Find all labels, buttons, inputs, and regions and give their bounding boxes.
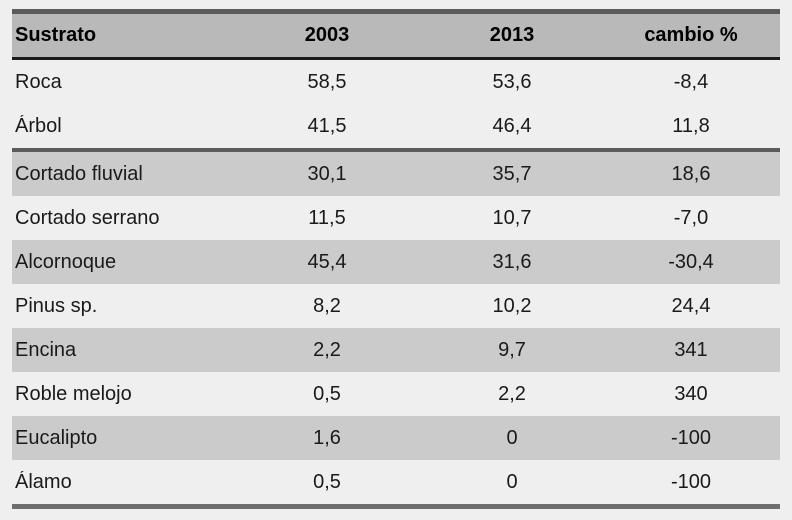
cell-2003: 1,6	[313, 426, 341, 449]
cell-2013: 9,7	[498, 338, 526, 361]
table-row-roca: Roca 58,5 53,6 -8,4	[12, 60, 780, 104]
table-row-cortado-serrano: Cortado serrano 11,5 10,7 -7,0	[12, 196, 780, 240]
cell-2013: 10,7	[492, 206, 532, 229]
table-row-arbol: Árbol 41,5 46,4 11,8	[12, 104, 780, 148]
cell-2003: 0,5	[313, 470, 341, 493]
cell-cambio: -30,4	[668, 250, 714, 273]
cell-2003: 2,2	[313, 338, 341, 361]
cell-2003: 11,5	[308, 206, 346, 229]
cell-2013: 0	[506, 470, 518, 493]
cell-2013: 46,4	[492, 114, 532, 137]
cell-2003: 30,1	[307, 162, 347, 185]
cell-substrate: Álamo	[15, 470, 72, 493]
cell-2003: 41,5	[307, 114, 347, 137]
cell-2003: 45,4	[307, 250, 347, 273]
cell-cambio: 341	[674, 338, 708, 361]
cell-2013: 2,2	[498, 382, 526, 405]
cell-2003: 58,5	[307, 70, 347, 93]
table-row-eucalipto: Eucalipto 1,6 0 -100	[12, 416, 780, 460]
cell-cambio: 11,8	[672, 114, 710, 137]
header-cell-2003: 2003	[304, 24, 350, 46]
cell-2013: 10,2	[492, 294, 532, 317]
table-row-alcornoque: Alcornoque 45,4 31,6 -30,4	[12, 240, 780, 284]
cell-substrate: Árbol	[15, 114, 62, 137]
cell-2003: 0,5	[313, 382, 341, 405]
cell-cambio: 18,6	[671, 162, 711, 185]
cell-2013: 35,7	[492, 162, 532, 185]
cell-cambio: 24,4	[671, 294, 711, 317]
cell-2013: 31,6	[492, 250, 532, 273]
table-row-cortado-fluvial: Cortado fluvial 30,1 35,7 18,6	[12, 152, 780, 196]
table-bottom-rule	[12, 504, 780, 509]
header-cell-2013: 2013	[489, 24, 535, 46]
table-header-row: Sustrato 2003 2013 cambio %	[12, 14, 780, 57]
table-top-rule	[12, 9, 780, 14]
header-bottom-rule	[12, 57, 780, 60]
substrate-change-table: Sustrato 2003 2013 cambio % Roca 58,5 53…	[12, 9, 780, 509]
cell-2013: 53,6	[492, 70, 532, 93]
table-row-encina: Encina 2,2 9,7 341	[12, 328, 780, 372]
cell-2003: 8,2	[313, 294, 341, 317]
cell-substrate: Alcornoque	[15, 250, 117, 273]
cell-substrate: Roca	[15, 70, 62, 93]
cell-cambio: 340	[674, 382, 708, 405]
cell-substrate: Encina	[15, 338, 77, 361]
section-divider-rule	[12, 148, 780, 152]
cell-substrate: Pinus sp.	[15, 294, 98, 317]
cell-substrate: Roble melojo	[15, 382, 132, 405]
cell-cambio: -7,0	[673, 206, 709, 229]
table-row-pinus-sp: Pinus sp. 8,2 10,2 24,4	[12, 284, 780, 328]
cell-substrate: Cortado fluvial	[15, 162, 143, 185]
header-cell-cambio: cambio %	[644, 24, 738, 46]
table-row-alamo: Álamo 0,5 0 -100	[12, 460, 780, 504]
cell-2013: 0	[506, 426, 518, 449]
cell-cambio: -8,4	[673, 70, 709, 93]
cell-cambio: -100	[670, 470, 712, 493]
cell-substrate: Cortado serrano	[15, 206, 160, 229]
table-row-roble-melojo: Roble melojo 0,5 2,2 340	[12, 372, 780, 416]
header-cell-sustrato: Sustrato	[15, 24, 97, 46]
cell-substrate: Eucalipto	[15, 426, 98, 449]
cell-cambio: -100	[670, 426, 712, 449]
